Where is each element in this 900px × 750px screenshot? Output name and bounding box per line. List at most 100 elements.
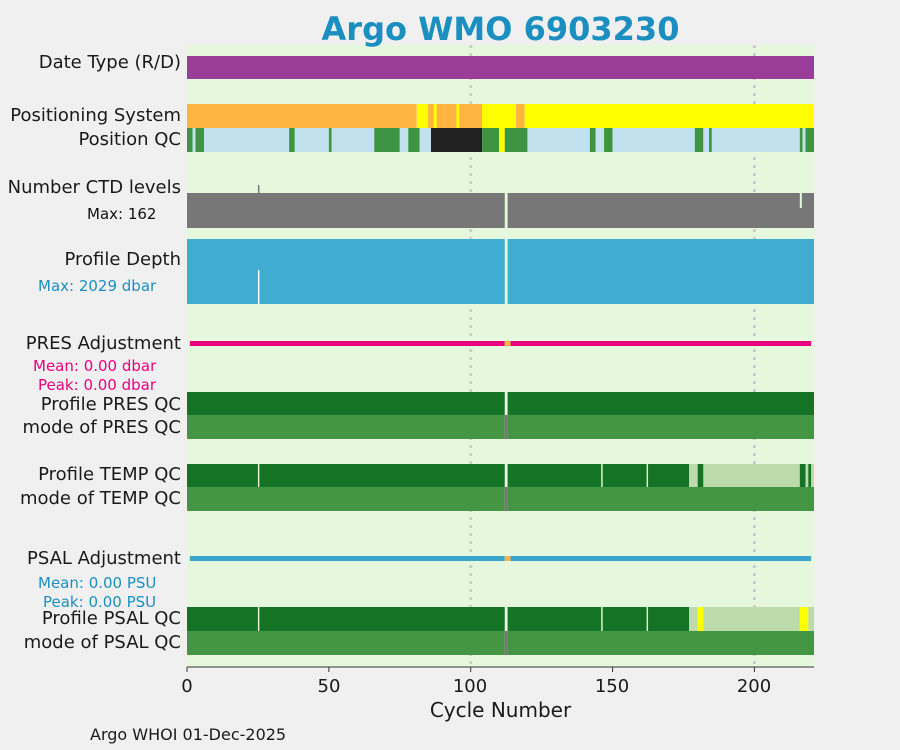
row-label-date-type: Date Type (R/D) bbox=[38, 52, 181, 73]
x-axis-label: Cycle Number bbox=[429, 698, 572, 722]
segment-bar bbox=[648, 607, 690, 631]
segment-bar bbox=[802, 128, 806, 152]
pres-adjustment-mean: Mean: 0.00 dbar bbox=[33, 357, 157, 375]
segment-bar bbox=[805, 128, 814, 152]
segment-bar bbox=[436, 104, 457, 128]
segment-bar bbox=[187, 487, 505, 511]
segment-bar bbox=[399, 128, 409, 152]
segment-bar bbox=[805, 464, 809, 487]
segment-bar bbox=[709, 128, 712, 152]
segment-bar bbox=[187, 104, 417, 128]
segment-bar bbox=[799, 464, 806, 487]
segment-bar bbox=[527, 128, 590, 152]
segment-bar bbox=[456, 104, 460, 128]
segment-bar bbox=[507, 239, 814, 304]
segment-bar bbox=[602, 607, 647, 631]
segment-bar bbox=[187, 392, 505, 415]
segment-bar bbox=[331, 128, 375, 152]
segment-bar bbox=[408, 128, 420, 152]
mode-gap-mark bbox=[504, 415, 508, 439]
segment-bar bbox=[187, 128, 193, 152]
psal-adjustment-gap-mark bbox=[504, 556, 511, 561]
segment-bar bbox=[808, 607, 814, 631]
segment-bar bbox=[510, 556, 812, 561]
segment-bar bbox=[430, 128, 483, 152]
segment-bar bbox=[697, 607, 704, 631]
segment-bar bbox=[189, 341, 505, 346]
pres-adjustment-gap-mark bbox=[504, 341, 511, 346]
segment-bar bbox=[328, 128, 332, 152]
row-label-profile-temp-qc: Profile TEMP QC bbox=[38, 464, 181, 485]
segment-bar bbox=[507, 487, 814, 511]
segment-bar bbox=[507, 415, 814, 439]
row-label-ctd-levels: Number CTD levels bbox=[7, 177, 181, 198]
row-label-profile-pres-qc: Profile PRES QC bbox=[40, 394, 181, 415]
x-tick-label: 0 bbox=[181, 676, 193, 697]
segment-bar bbox=[189, 556, 505, 561]
segment-bar bbox=[419, 128, 431, 152]
mode-gap-mark bbox=[504, 487, 508, 511]
segment-bar bbox=[187, 193, 505, 228]
segment-bar bbox=[808, 464, 812, 487]
segment-bar bbox=[516, 104, 525, 128]
segment-bar bbox=[507, 193, 814, 228]
segment-bar bbox=[799, 128, 803, 152]
segment-bar bbox=[694, 128, 704, 152]
segment-bar bbox=[259, 607, 505, 631]
segment-bar bbox=[289, 128, 295, 152]
psal-adjustment-peak: Peak: 0.00 PSU bbox=[43, 593, 157, 611]
segment-bar bbox=[507, 607, 602, 631]
segment-bar bbox=[689, 464, 698, 487]
ctd-max-label: Max: 162 bbox=[87, 205, 157, 223]
pres-adjustment-peak: Peak: 0.00 dbar bbox=[38, 376, 157, 394]
row-label-mode-pres-qc: mode of PRES QC bbox=[22, 417, 181, 438]
segment-bar bbox=[428, 104, 434, 128]
x-tick-label: 50 bbox=[317, 676, 341, 697]
footer-credit: Argo WHOI 01-Dec-2025 bbox=[90, 725, 287, 744]
row-label-mode-psal-qc: mode of PSAL QC bbox=[23, 632, 181, 653]
segment-bar bbox=[187, 464, 258, 487]
segment-bar bbox=[433, 104, 437, 128]
depth-max-label: Max: 2029 dbar bbox=[38, 277, 157, 295]
segment-bar bbox=[703, 464, 800, 487]
row-label-position-qc: Position QC bbox=[78, 129, 181, 150]
psal-adjustment-mean: Mean: 0.00 PSU bbox=[38, 574, 157, 592]
row-label-profile-depth: Profile Depth bbox=[64, 249, 181, 270]
segment-bar bbox=[697, 464, 704, 487]
x-tick-label: 200 bbox=[736, 676, 772, 697]
segment-bar bbox=[187, 631, 505, 655]
segment-bar bbox=[612, 128, 695, 152]
segment-bar bbox=[187, 56, 814, 79]
segment-bar bbox=[482, 128, 500, 152]
row-label-pres-adjustment: PRES Adjustment bbox=[25, 333, 181, 354]
row-label-psal-adjustment: PSAL Adjustment bbox=[26, 548, 181, 569]
depth-notch bbox=[257, 270, 260, 304]
segment-bar bbox=[703, 607, 800, 631]
segment-bar bbox=[589, 128, 596, 152]
segment-bar bbox=[459, 104, 483, 128]
segment-bar bbox=[703, 128, 710, 152]
segment-bar bbox=[507, 631, 814, 655]
ctd-dip bbox=[799, 193, 802, 208]
segment-bar bbox=[504, 128, 528, 152]
segment-bar bbox=[192, 128, 196, 152]
mode-gap-mark bbox=[504, 631, 508, 655]
segment-bar bbox=[187, 415, 505, 439]
segment-bar bbox=[604, 128, 613, 152]
segment-bar bbox=[595, 128, 605, 152]
segment-bar bbox=[711, 128, 800, 152]
row-label-positioning-system: Positioning System bbox=[10, 105, 181, 126]
segment-bar bbox=[187, 607, 258, 631]
segment-bar bbox=[482, 104, 517, 128]
segment-bar bbox=[507, 464, 602, 487]
segment-bar bbox=[799, 607, 809, 631]
x-tick-label: 150 bbox=[594, 676, 630, 697]
segment-bar bbox=[602, 464, 647, 487]
segment-bar bbox=[259, 464, 505, 487]
segment-bar bbox=[187, 239, 505, 304]
segment-bar bbox=[204, 128, 290, 152]
segment-bar bbox=[524, 104, 814, 128]
segment-bar bbox=[811, 464, 814, 487]
chart-title: Argo WMO 6903230 bbox=[321, 10, 680, 48]
